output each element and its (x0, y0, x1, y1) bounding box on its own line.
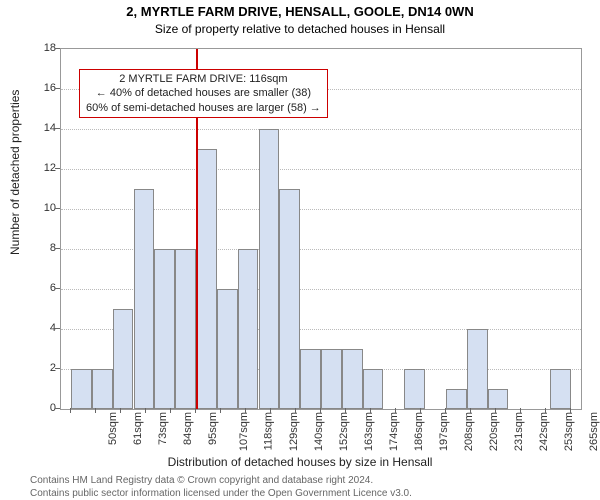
footer-line1: Contains HM Land Registry data © Crown c… (30, 474, 412, 487)
x-tick-mark (395, 408, 396, 413)
histogram-bar (446, 389, 467, 409)
x-tick-label: 84sqm (182, 412, 194, 445)
footer-text: Contains HM Land Registry data © Crown c… (30, 474, 412, 500)
y-tick-mark (55, 248, 60, 249)
x-tick-mark (95, 408, 96, 413)
x-tick-label: 220sqm (488, 412, 500, 451)
x-tick-label: 197sqm (438, 412, 450, 451)
x-axis-label: Distribution of detached houses by size … (168, 455, 433, 469)
histogram-bar (321, 349, 342, 409)
x-tick-mark (170, 408, 171, 413)
histogram-bar (175, 249, 196, 409)
x-tick-mark (520, 408, 521, 413)
x-tick-label: 265sqm (588, 412, 600, 451)
x-tick-label: 174sqm (388, 412, 400, 451)
plot-area: 2 MYRTLE FARM DRIVE: 116sqm ← 40% of det… (60, 48, 582, 410)
x-tick-mark (420, 408, 421, 413)
y-tick-mark (55, 208, 60, 209)
histogram-bar (259, 129, 280, 409)
histogram-bar (550, 369, 571, 409)
x-tick-mark (370, 408, 371, 413)
x-tick-label: 253sqm (563, 412, 575, 451)
x-tick-mark (120, 408, 121, 413)
x-tick-mark (70, 408, 71, 413)
annotation-line3: 60% of semi-detached houses are larger (… (86, 101, 321, 115)
histogram-bar (488, 389, 509, 409)
x-tick-label: 129sqm (288, 412, 300, 451)
footer-line2: Contains public sector information licen… (30, 487, 412, 500)
y-tick-mark (55, 368, 60, 369)
y-tick-mark (55, 48, 60, 49)
x-tick-mark (445, 408, 446, 413)
x-tick-mark (270, 408, 271, 413)
x-tick-mark (545, 408, 546, 413)
annotation-line1: 2 MYRTLE FARM DRIVE: 116sqm (86, 72, 321, 86)
x-tick-label: 242sqm (538, 412, 550, 451)
histogram-bar (217, 289, 238, 409)
histogram-bar (196, 149, 217, 409)
histogram-bar (92, 369, 113, 409)
x-tick-label: 186sqm (413, 412, 425, 451)
x-tick-mark (345, 408, 346, 413)
x-tick-label: 61sqm (132, 412, 144, 445)
x-tick-mark (145, 408, 146, 413)
x-tick-mark (570, 408, 571, 413)
histogram-bar (279, 189, 300, 409)
x-tick-mark (245, 408, 246, 413)
reference-annotation: 2 MYRTLE FARM DRIVE: 116sqm ← 40% of det… (79, 69, 328, 118)
y-axis-label: Number of detached properties (8, 215, 22, 255)
histogram-bar (154, 249, 175, 409)
histogram-bar (238, 249, 259, 409)
x-tick-mark (195, 408, 196, 413)
histogram-bar (134, 189, 155, 409)
y-tick-mark (55, 288, 60, 289)
gridline (61, 129, 581, 130)
histogram-bar (363, 369, 384, 409)
x-tick-mark (220, 408, 221, 413)
x-tick-label: 107sqm (238, 412, 250, 451)
y-tick-mark (55, 328, 60, 329)
x-tick-label: 118sqm (262, 412, 274, 450)
x-tick-label: 140sqm (313, 412, 325, 451)
chart-subtitle: Size of property relative to detached ho… (155, 22, 445, 36)
histogram-bar (71, 369, 92, 409)
x-tick-label: 50sqm (107, 412, 119, 445)
histogram-bar (467, 329, 488, 409)
gridline (61, 169, 581, 170)
y-tick-mark (55, 88, 60, 89)
y-tick-mark (55, 408, 60, 409)
x-tick-mark (495, 408, 496, 413)
chart-title: 2, MYRTLE FARM DRIVE, HENSALL, GOOLE, DN… (126, 4, 473, 19)
x-tick-mark (470, 408, 471, 413)
x-tick-label: 95sqm (207, 412, 219, 445)
chart-container: 2, MYRTLE FARM DRIVE, HENSALL, GOOLE, DN… (0, 0, 600, 500)
x-tick-mark (320, 408, 321, 413)
y-tick-mark (55, 128, 60, 129)
x-tick-label: 163sqm (363, 412, 375, 451)
x-tick-label: 152sqm (338, 412, 350, 451)
annotation-line2: ← 40% of detached houses are smaller (38… (86, 86, 321, 100)
x-tick-label: 231sqm (513, 412, 525, 451)
histogram-bar (300, 349, 321, 409)
y-tick-mark (55, 168, 60, 169)
x-tick-label: 73sqm (157, 412, 169, 445)
histogram-bar (113, 309, 134, 409)
x-tick-label: 208sqm (463, 412, 475, 451)
histogram-bar (342, 349, 363, 409)
x-tick-mark (295, 408, 296, 413)
histogram-bar (404, 369, 425, 409)
